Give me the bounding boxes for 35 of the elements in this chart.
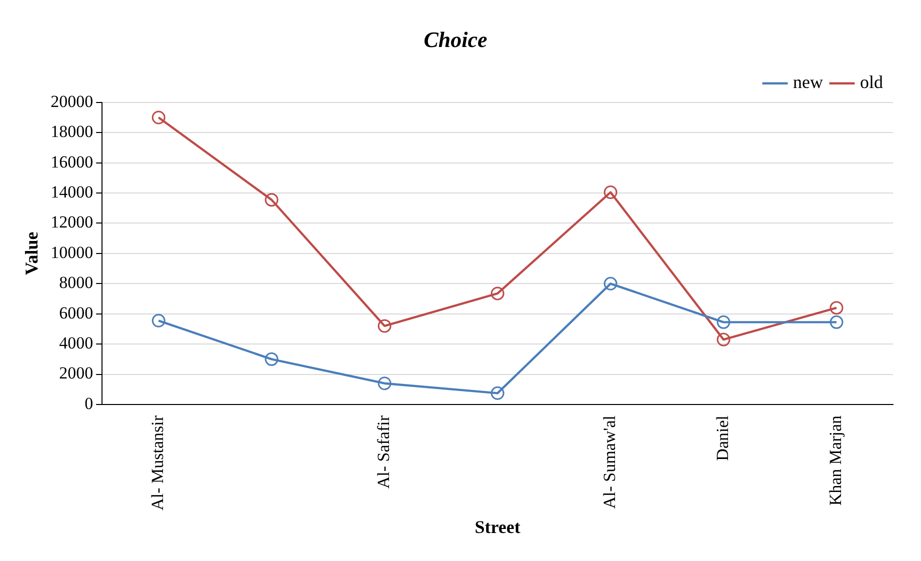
x-tick-label: Al- Sumaw'al xyxy=(600,415,620,509)
y-tick-label: 6000 xyxy=(59,303,94,322)
point xyxy=(604,276,618,290)
y-tick-label: 12000 xyxy=(50,212,94,232)
legend-label: new xyxy=(793,72,824,92)
y-tick-label: 16000 xyxy=(50,152,94,172)
x-tick-label: Al- Mustansir xyxy=(148,415,168,510)
point xyxy=(152,110,166,124)
y-axis-title: Value xyxy=(21,232,42,276)
y-tick-label: 20000 xyxy=(50,92,94,111)
y-tick-label: 2000 xyxy=(59,364,94,383)
point xyxy=(264,193,278,207)
y-tick-label: 18000 xyxy=(50,122,94,142)
x-tick-label: Al- Safafir xyxy=(374,415,394,489)
point xyxy=(264,352,278,366)
y-tick-label: 8000 xyxy=(59,273,94,292)
x-tick-label: Khan Marjan xyxy=(826,415,845,506)
point xyxy=(490,386,504,400)
point xyxy=(716,315,730,329)
point xyxy=(378,376,392,390)
x-tick-label: Daniel xyxy=(712,415,732,461)
point xyxy=(716,332,730,346)
point xyxy=(152,314,166,328)
x-axis-title: Street xyxy=(474,516,520,537)
y-tick-label: 0 xyxy=(84,394,94,413)
chart-title: Choice xyxy=(424,26,488,52)
y-tick-label: 14000 xyxy=(50,182,94,202)
y-tick-label: 10000 xyxy=(50,242,94,262)
point xyxy=(830,301,844,315)
point xyxy=(490,286,504,300)
point xyxy=(830,315,844,329)
point xyxy=(604,186,618,200)
y-tick-label: 4000 xyxy=(59,334,94,353)
point xyxy=(378,319,392,333)
legend-label: old xyxy=(860,72,884,92)
